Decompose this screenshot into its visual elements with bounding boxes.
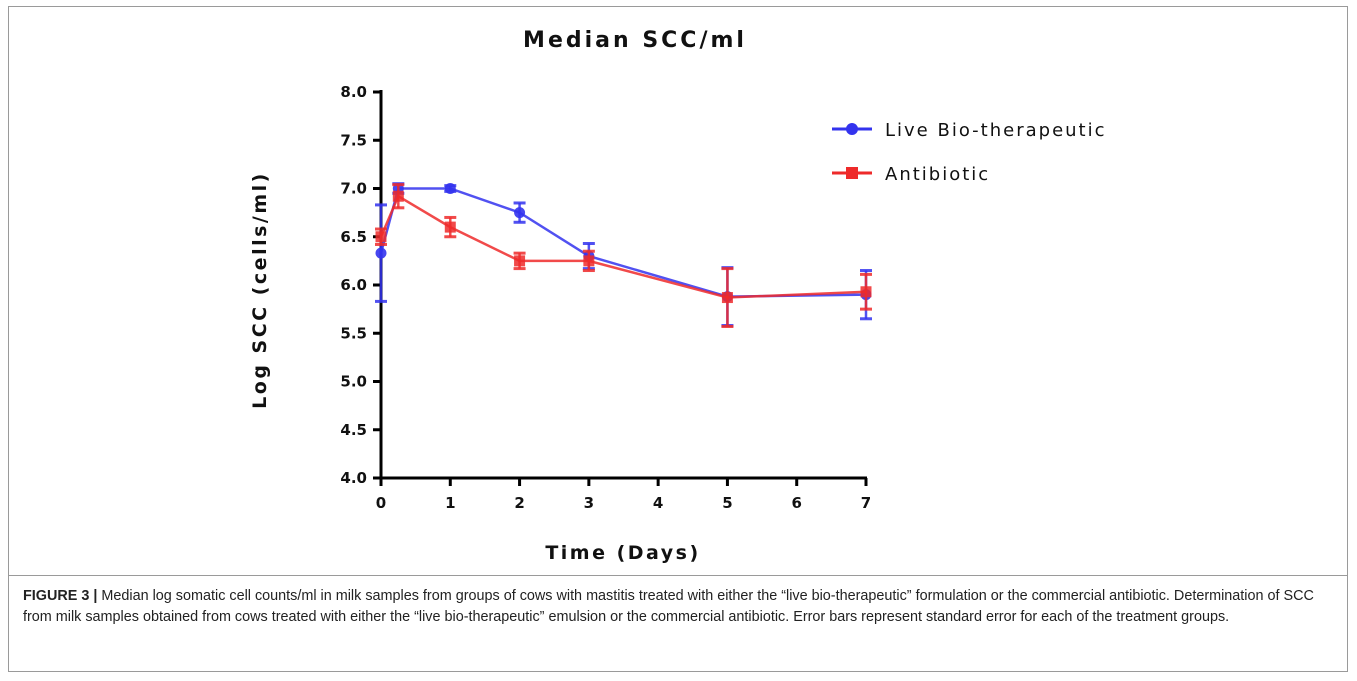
data-point (444, 183, 456, 194)
series-live-bio-therapeutic (375, 182, 872, 328)
caption-divider (9, 575, 1347, 576)
plot-area (375, 182, 872, 328)
x-axis-label: Time (Days) (545, 542, 700, 564)
y-tick-label: 6.5 (340, 228, 367, 246)
y-axis-label: Log SCC (cells/ml) (249, 171, 271, 409)
legend-item-live-bio-therapeutic: Live Bio-therapeutic (832, 120, 1107, 141)
chart: Median SCC/ml Time (Days) Log SCC (cells… (249, 28, 1107, 564)
series-antibiotic (375, 183, 872, 328)
caption-text: Median log somatic cell counts/ml in mil… (23, 588, 1314, 625)
legend: Live Bio-therapeutic Antibiotic (832, 120, 1107, 185)
x-tick-label: 1 (445, 494, 455, 512)
caption-label: FIGURE 3 | (23, 588, 98, 604)
chart-title: Median SCC/ml (523, 28, 747, 53)
data-point (583, 255, 595, 267)
x-tick-label: 6 (791, 494, 801, 512)
y-tick-label: 7.0 (340, 180, 367, 198)
data-point (392, 190, 404, 202)
y-tick-label: 8.0 (340, 83, 367, 101)
data-point (444, 221, 456, 233)
series-line (379, 187, 867, 298)
x-tick-label: 7 (861, 494, 871, 512)
data-point (514, 207, 526, 219)
figure-caption: FIGURE 3 | Median log somatic cell count… (23, 586, 1323, 628)
y-tick-label: 5.5 (340, 324, 367, 342)
data-point (860, 286, 872, 298)
x-tick-label: 2 (514, 494, 524, 512)
x-tick-label: 4 (653, 494, 663, 512)
y-tick-label: 5.0 (340, 373, 367, 391)
legend-label: Live Bio-therapeutic (885, 120, 1107, 141)
series-line (379, 194, 867, 299)
data-point (375, 247, 387, 259)
data-point (514, 255, 526, 267)
x-tick-label: 3 (584, 494, 594, 512)
y-tick-label: 4.5 (340, 421, 367, 439)
data-point (721, 292, 733, 304)
axes: 4.0 4.5 5.0 5.5 6.0 6.5 7.0 7.5 8.0 0 1 2 3 4 5 6 7 (340, 83, 871, 512)
legend-marker (846, 123, 858, 135)
data-point (375, 231, 387, 243)
x-tick-label: 5 (722, 494, 732, 512)
y-tick-label: 7.5 (340, 131, 367, 149)
x-tick-label: 0 (376, 494, 386, 512)
figure-panel: Median SCC/ml Time (Days) Log SCC (cells… (8, 6, 1348, 672)
legend-label: Antibiotic (885, 164, 990, 185)
legend-item-antibiotic: Antibiotic (832, 164, 990, 185)
y-tick-label: 6.0 (340, 276, 367, 294)
legend-marker (846, 167, 858, 179)
y-tick-label: 4.0 (340, 469, 367, 487)
